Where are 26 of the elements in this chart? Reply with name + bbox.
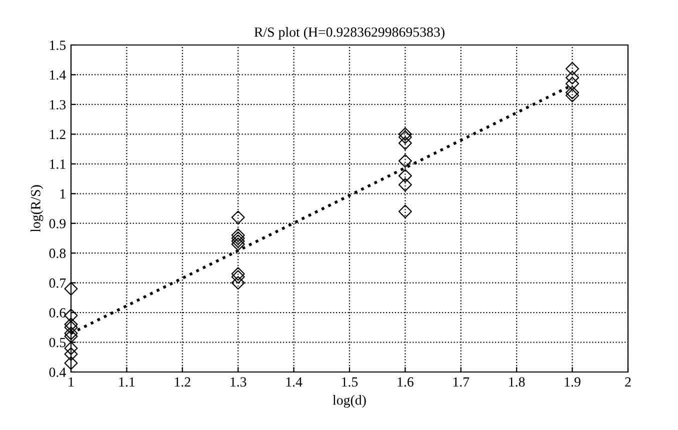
x-axis-title: log(d) xyxy=(332,395,366,408)
x-tick-label: 1.1 xyxy=(119,377,135,387)
x-tick-label: 1 xyxy=(68,377,74,386)
y-tick-label: 0.8 xyxy=(49,248,66,258)
y-tick-label: 1.2 xyxy=(50,130,66,140)
y-tick-label: 0.7 xyxy=(49,278,66,288)
x-tick-label: 1.3 xyxy=(230,377,246,387)
y-tick-label: 1 xyxy=(60,189,66,198)
x-tick-label: 1.9 xyxy=(564,377,580,387)
y-tick-label: 0.5 xyxy=(49,338,66,348)
y-axis-title: log(R/S) xyxy=(30,185,44,232)
y-tick-label: 0.4 xyxy=(49,368,66,378)
x-tick-label: 1.6 xyxy=(398,377,414,387)
y-tick-label: 1.5 xyxy=(50,40,66,50)
chart-title: R/S plot (H=0.928362998695383) xyxy=(254,27,444,40)
x-tick-label: 1.4 xyxy=(286,377,302,387)
y-tick-label: 0.6 xyxy=(49,308,66,318)
y-tick-label: 1.3 xyxy=(50,100,66,110)
x-tick-label: 1.5 xyxy=(342,377,358,387)
y-tick-label: 1.4 xyxy=(50,70,66,80)
x-tick-label: 1.2 xyxy=(174,377,190,387)
y-tick-label: 0.9 xyxy=(49,218,66,228)
x-tick-label: 1.8 xyxy=(509,377,525,387)
x-tick-label: 1.7 xyxy=(453,377,470,387)
y-tick-label: 1.1 xyxy=(50,160,66,169)
x-tick-label: 2 xyxy=(625,377,631,386)
